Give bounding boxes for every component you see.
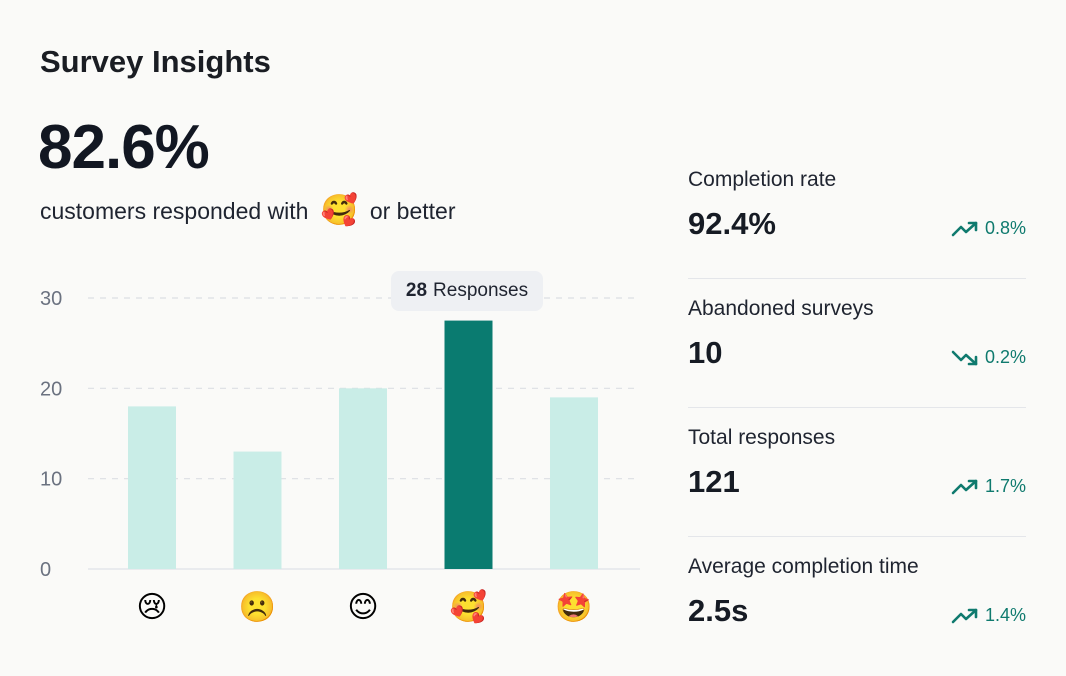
stat-label: Total responses bbox=[688, 426, 836, 449]
stat-value: 121 bbox=[688, 464, 740, 499]
stat-completion-rate: Completion rate 92.4% 0.8% bbox=[688, 150, 1026, 279]
stat-delta: 0.2% bbox=[951, 347, 1026, 368]
stat-total-responses: Total responses 121 1.7% bbox=[688, 408, 1026, 537]
trend-down-icon bbox=[951, 350, 978, 365]
stat-label: Completion rate bbox=[688, 168, 837, 191]
stat-label: Average completion time bbox=[688, 555, 919, 578]
stat-value: 10 bbox=[688, 335, 723, 370]
caption-text-after: or better bbox=[369, 197, 456, 224]
stats-panel: Completion rate 92.4% 0.8% Abandoned sur… bbox=[688, 150, 1026, 665]
stat-delta-value: 1.4% bbox=[984, 605, 1026, 625]
headline-caption: customers responded with 🥰 or better bbox=[40, 196, 455, 226]
bar-highlighted bbox=[444, 320, 493, 569]
stat-delta-value: 0.8% bbox=[984, 218, 1026, 238]
stat-delta: 1.7% bbox=[951, 476, 1026, 497]
stat-abandoned-surveys: Abandoned surveys 10 0.2% bbox=[688, 279, 1026, 408]
stat-label: Abandoned surveys bbox=[688, 297, 874, 320]
stat-delta-value: 0.2% bbox=[984, 347, 1026, 367]
headline-percent: 82.6% bbox=[38, 113, 210, 182]
trend-up-icon bbox=[951, 479, 978, 494]
y-tick-label: 20 bbox=[40, 378, 62, 400]
y-tick-label: 0 bbox=[40, 559, 51, 581]
y-tick-label: 30 bbox=[40, 288, 62, 310]
stat-average-completion-time: Average completion time 2.5s 1.4% bbox=[688, 537, 1026, 665]
bar bbox=[128, 406, 176, 569]
stat-delta: 0.8% bbox=[951, 218, 1026, 239]
trend-up-icon bbox=[951, 221, 978, 236]
x-category-emoji-icon: 🤩 bbox=[555, 590, 592, 625]
bar-tooltip: 28 Responses bbox=[391, 271, 543, 311]
y-tick-label: 10 bbox=[40, 469, 62, 491]
tooltip-value: 28 bbox=[405, 280, 428, 301]
tooltip-label: Responses bbox=[433, 280, 529, 301]
responses-bar-chart: 0 10 20 30 😢 ☹️ 😊 🥰 🤩 bbox=[40, 288, 640, 625]
x-category-emoji-icon: 😢 bbox=[136, 590, 167, 625]
page-title: Survey Insights bbox=[40, 44, 271, 79]
stat-value: 92.4% bbox=[688, 206, 776, 241]
trend-up-icon bbox=[951, 608, 978, 623]
stat-delta: 1.4% bbox=[951, 605, 1026, 626]
x-category-emoji-icon: ☹️ bbox=[239, 590, 276, 625]
bar bbox=[233, 451, 282, 569]
stat-delta-value: 1.7% bbox=[984, 476, 1026, 496]
smiling-hearts-emoji-icon: 🥰 bbox=[320, 194, 358, 227]
x-category-emoji-icon: 🥰 bbox=[450, 588, 487, 625]
x-category-emoji-icon: 😊 bbox=[347, 590, 378, 625]
bar bbox=[339, 388, 387, 569]
bar bbox=[550, 397, 598, 569]
stat-value: 2.5s bbox=[688, 593, 749, 628]
caption-text-before: customers responded with bbox=[40, 197, 309, 224]
